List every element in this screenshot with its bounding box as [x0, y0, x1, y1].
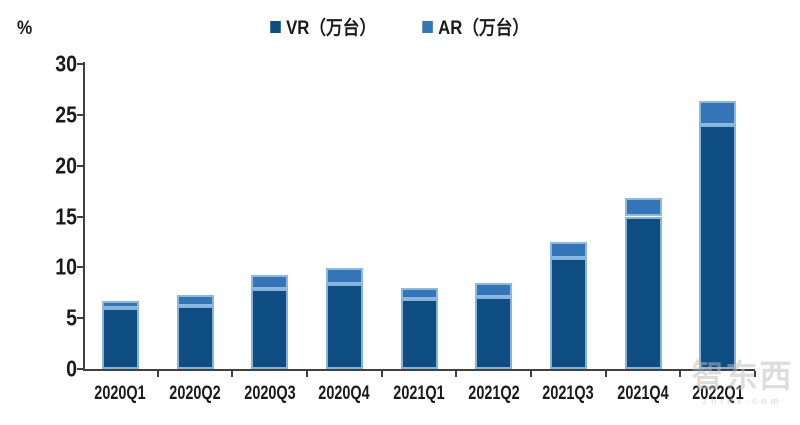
y-axis-tick	[77, 63, 83, 65]
x-axis-tick-label: 2021Q2	[467, 383, 520, 404]
legend: VR（万台） AR（万台）	[0, 13, 800, 40]
x-axis-tick	[231, 371, 234, 377]
y-axis-tick-label: 5	[66, 304, 77, 331]
bar-segment-vr-2021Q1	[400, 298, 438, 369]
y-axis-unit-label: %	[17, 18, 33, 39]
x-axis-tick-label: 2020Q2	[169, 383, 221, 404]
y-axis-tick	[77, 317, 83, 320]
x-axis-tick-label: 2020Q1	[94, 383, 147, 404]
x-axis-tick-label: 2020Q4	[318, 383, 371, 404]
bar-segment-ar-2021Q2	[475, 282, 513, 297]
y-axis-tick-label: 25	[55, 101, 77, 128]
bar-segment-ar-2021Q1	[400, 287, 438, 299]
legend-item-ar: AR（万台）	[422, 13, 530, 40]
bar-segment-ar-2020Q1	[101, 300, 139, 308]
x-axis-tick	[455, 371, 458, 377]
x-axis-tick-label: 2022Q1	[691, 383, 744, 404]
bar-segment-ar-2020Q2	[176, 294, 214, 306]
bar-segment-ar-2020Q3	[251, 275, 289, 289]
legend-item-vr: VR（万台）	[270, 13, 376, 40]
y-axis-tick	[77, 215, 83, 218]
y-axis-tick-label: 30	[55, 50, 77, 77]
y-axis-line	[83, 62, 85, 371]
vr-legend-swatch	[270, 20, 281, 33]
bar-segment-vr-2021Q4	[624, 216, 662, 369]
x-axis-tick-label: 2021Q4	[617, 383, 669, 404]
vr-legend-label: VR（万台）	[286, 18, 377, 39]
x-axis-tick	[679, 371, 682, 377]
x-axis-tick	[754, 371, 756, 377]
x-axis-tick-label: 2021Q3	[542, 383, 595, 404]
bar-segment-ar-2021Q3	[549, 241, 587, 259]
x-axis-tick-label: 2020Q3	[243, 383, 296, 404]
bar-segment-vr-2021Q2	[475, 296, 513, 369]
ar-legend-swatch	[422, 20, 434, 33]
y-axis-tick	[77, 368, 83, 370]
y-axis-tick	[77, 113, 83, 116]
y-axis-tick-label: 0	[66, 355, 77, 382]
x-axis-tick	[530, 371, 532, 377]
x-axis-line	[83, 369, 755, 371]
bar-segment-vr-2020Q4	[325, 283, 363, 369]
x-axis-tick	[306, 371, 308, 377]
bar-segment-vr-2020Q1	[101, 308, 139, 369]
x-axis-tick	[604, 371, 607, 377]
y-axis-tick	[77, 266, 83, 269]
bar-segment-ar-2022Q1	[699, 100, 737, 125]
x-axis-tick-label: 2021Q1	[393, 383, 445, 404]
ar-legend-label: AR（万台）	[438, 18, 530, 39]
y-axis-tick-label: 15	[55, 203, 77, 229]
x-axis-tick	[156, 371, 159, 377]
y-axis-tick-label: 10	[55, 253, 77, 280]
x-axis-tick	[380, 371, 383, 377]
bar-segment-ar-2021Q4	[624, 198, 662, 217]
bar-segment-vr-2020Q2	[176, 305, 214, 369]
bar-segment-vr-2022Q1	[699, 125, 737, 369]
bar-segment-vr-2020Q3	[251, 288, 289, 369]
bar-segment-ar-2020Q4	[325, 268, 363, 284]
y-axis-tick	[77, 164, 83, 167]
y-axis-tick-label: 20	[55, 152, 77, 179]
bar-segment-vr-2021Q3	[549, 258, 587, 369]
